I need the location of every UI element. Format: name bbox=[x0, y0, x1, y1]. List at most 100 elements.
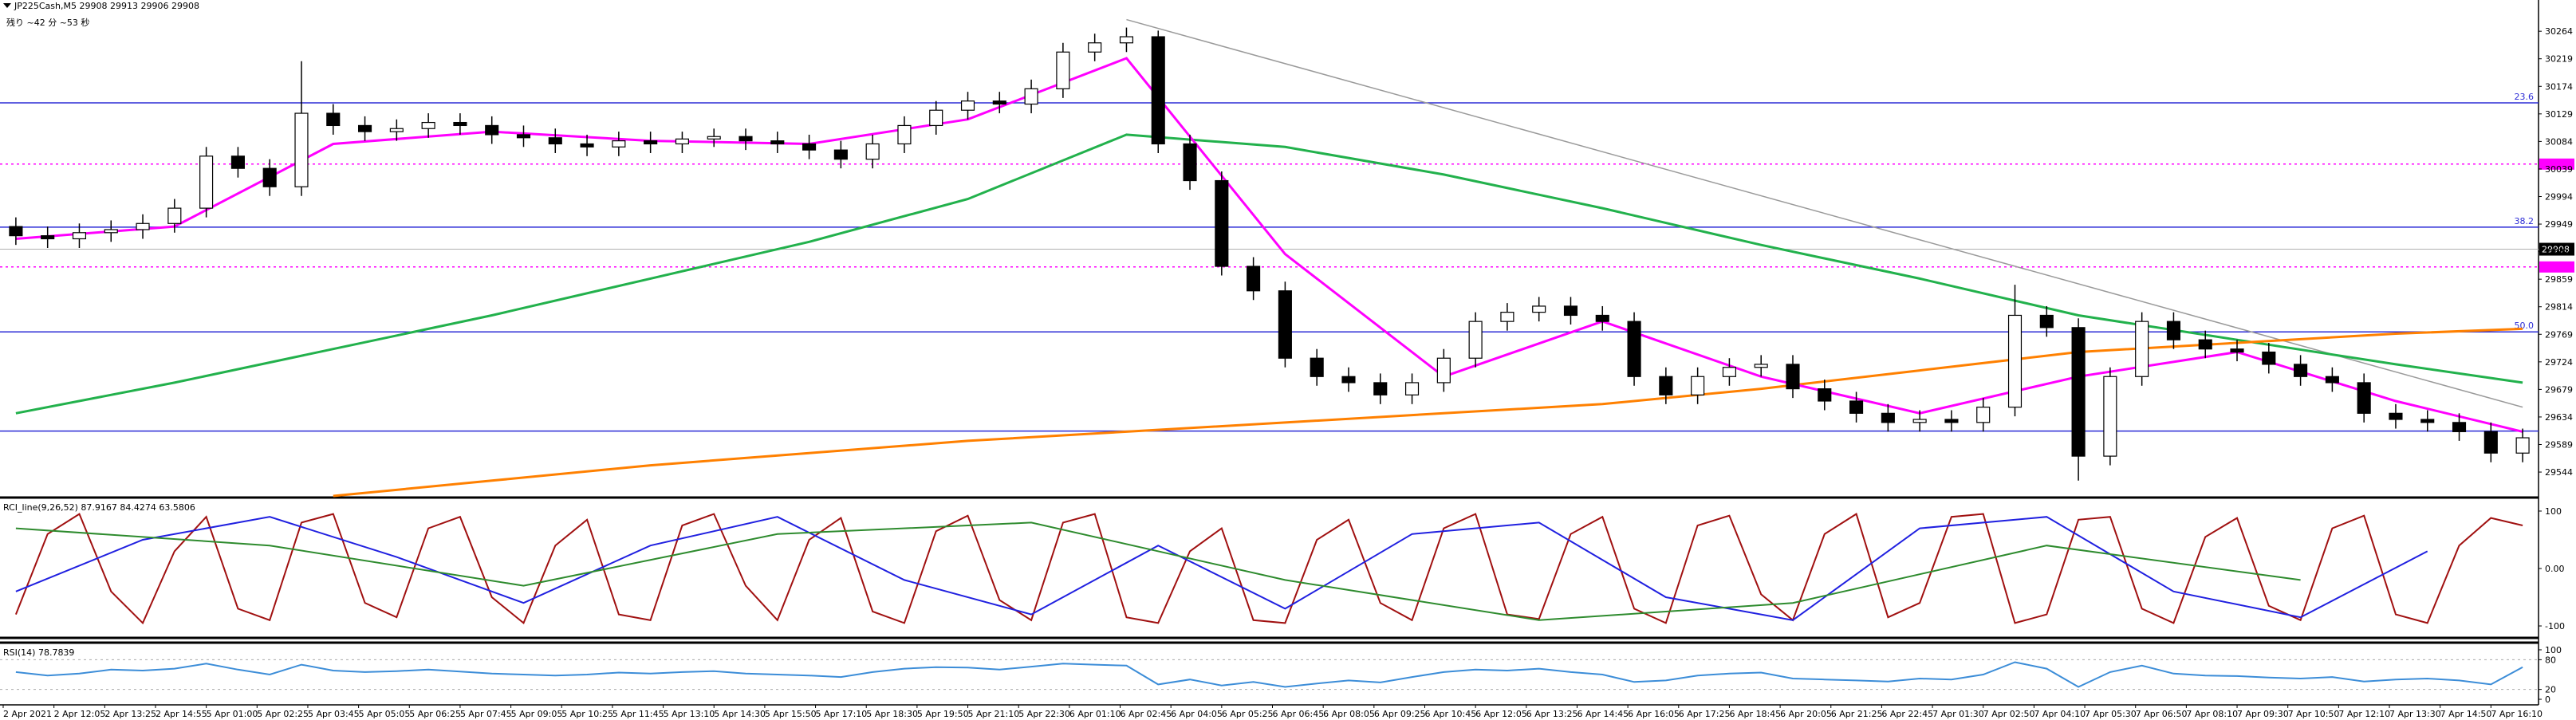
candle-body bbox=[2325, 376, 2339, 384]
candle-body bbox=[1278, 290, 1292, 359]
candle-body bbox=[1627, 321, 1641, 377]
x-tick-label: 6 Apr 04:05 bbox=[1171, 709, 1223, 719]
x-tick-label: 7 Apr 09:30 bbox=[2237, 709, 2289, 719]
candle-body bbox=[389, 128, 404, 132]
y-tick-label: 0 bbox=[2545, 694, 2550, 705]
indicator-line bbox=[15, 521, 2301, 621]
x-tick-label: 2 Apr 12:05 bbox=[54, 709, 106, 719]
x-tick-label: 5 Apr 07:45 bbox=[460, 709, 512, 719]
x-tick-label: 6 Apr 21:25 bbox=[1831, 709, 1883, 719]
candle-body bbox=[1849, 400, 1864, 414]
candle-body bbox=[1373, 382, 1388, 395]
candle-body bbox=[2515, 437, 2530, 454]
y-tick-label: 29904 bbox=[2545, 247, 2573, 258]
indicator-line bbox=[15, 661, 2523, 688]
candle-body bbox=[1341, 376, 1356, 384]
candle-body bbox=[1691, 376, 1705, 395]
y-tick-label: 20 bbox=[2545, 685, 2556, 695]
x-tick-label: 7 Apr 08:10 bbox=[2186, 709, 2238, 719]
candle-body bbox=[262, 167, 277, 187]
candle-body bbox=[1818, 388, 1832, 402]
candle-body bbox=[1436, 357, 1451, 384]
timer: 残り ~42 分 ~53 秒 bbox=[6, 17, 89, 28]
x-tick-label: 7 Apr 10:50 bbox=[2288, 709, 2340, 719]
x-tick-label: 6 Apr 18:45 bbox=[1729, 709, 1781, 719]
level-price-box bbox=[2539, 261, 2574, 273]
current-price-box bbox=[2539, 242, 2574, 256]
candle-body bbox=[739, 136, 753, 142]
candle-body bbox=[1183, 143, 1197, 182]
x-tick-label: 5 Apr 21:10 bbox=[968, 709, 1020, 719]
y-tick-label: 30129 bbox=[2545, 109, 2573, 120]
candle-body bbox=[9, 226, 23, 237]
x-tick-label: 7 Apr 05:30 bbox=[2085, 709, 2137, 719]
x-tick-label: 5 Apr 02:25 bbox=[257, 709, 309, 719]
x-tick-label: 5 Apr 01:00 bbox=[207, 709, 258, 719]
current-price-label: 29908 bbox=[2542, 245, 2570, 255]
x-tick-label: 6 Apr 12:05 bbox=[1475, 709, 1527, 719]
x-tick-label: 5 Apr 17:10 bbox=[816, 709, 868, 719]
candle-body bbox=[1119, 36, 1134, 44]
candle-body bbox=[1500, 312, 1514, 322]
x-tick-label: 6 Apr 16:05 bbox=[1628, 709, 1680, 719]
y-tick-label: 29679 bbox=[2545, 384, 2573, 395]
x-tick-label: 5 Apr 13:10 bbox=[664, 709, 715, 719]
candle-body bbox=[2389, 412, 2403, 420]
indicator-line bbox=[333, 327, 2523, 498]
candle-body bbox=[2294, 364, 2308, 377]
candle-body bbox=[72, 232, 87, 240]
x-tick-label: 2 Apr 2021 bbox=[3, 709, 52, 719]
candle-body bbox=[1215, 179, 1229, 267]
y-tick-label: 30039 bbox=[2545, 164, 2573, 175]
candle-body bbox=[1024, 88, 1038, 105]
candle-body bbox=[929, 109, 943, 127]
x-tick-label: 5 Apr 10:25 bbox=[561, 709, 613, 719]
indicator-title: RCI_line(9,26,52) 87.9167 84.4274 63.580… bbox=[3, 502, 195, 513]
indicator-line bbox=[15, 516, 2428, 621]
x-tick-label: 6 Apr 17:25 bbox=[1679, 709, 1731, 719]
x-tick-label: 5 Apr 05:05 bbox=[359, 709, 411, 719]
candle-body bbox=[2071, 327, 2086, 457]
y-tick-label: 30174 bbox=[2545, 81, 2573, 92]
candle-body bbox=[1247, 266, 1261, 292]
candle-body bbox=[2039, 314, 2054, 329]
level-label: 38.2 bbox=[2515, 216, 2535, 226]
candle-body bbox=[897, 124, 912, 145]
y-tick-label: 29634 bbox=[2545, 412, 2573, 423]
candle-body bbox=[1151, 36, 1165, 145]
candle-body bbox=[802, 143, 817, 151]
candle-body bbox=[167, 207, 182, 224]
candle-body bbox=[1595, 314, 1609, 322]
level-price-box bbox=[2539, 158, 2574, 170]
candle-body bbox=[675, 138, 689, 145]
y-tick-label: 29544 bbox=[2545, 467, 2573, 478]
candle-body bbox=[1056, 51, 1070, 89]
x-tick-label: 5 Apr 15:50 bbox=[765, 709, 817, 719]
candle-body bbox=[485, 124, 499, 136]
x-tick-label: 5 Apr 14:30 bbox=[714, 709, 766, 719]
candle-body bbox=[2262, 351, 2276, 365]
candle-body bbox=[1881, 412, 1895, 423]
candle-body bbox=[294, 112, 309, 187]
x-tick-label: 5 Apr 22:30 bbox=[1018, 709, 1070, 719]
candle-body bbox=[2166, 321, 2181, 340]
x-tick-label: 5 Apr 06:25 bbox=[409, 709, 461, 719]
x-tick-label: 7 Apr 06:50 bbox=[2136, 709, 2188, 719]
candle-body bbox=[2103, 376, 2117, 457]
y-tick-label: 30084 bbox=[2545, 136, 2573, 147]
x-tick-label: 6 Apr 10:45 bbox=[1424, 709, 1476, 719]
x-tick-label: 5 Apr 19:50 bbox=[917, 709, 969, 719]
candle-body bbox=[2483, 431, 2498, 454]
candle-body bbox=[136, 222, 150, 230]
x-tick-label: 6 Apr 20:05 bbox=[1780, 709, 1832, 719]
indicator-line bbox=[14, 513, 2523, 625]
candle-body bbox=[1912, 419, 1927, 423]
candle-body bbox=[833, 149, 848, 160]
trendline bbox=[1126, 18, 2523, 408]
candle-body bbox=[770, 140, 785, 145]
candle-body bbox=[1088, 42, 1102, 53]
candle-body bbox=[1944, 419, 1959, 423]
x-tick-label: 2 Apr 13:25 bbox=[104, 709, 156, 719]
x-tick-label: 2 Apr 14:55 bbox=[156, 709, 207, 719]
